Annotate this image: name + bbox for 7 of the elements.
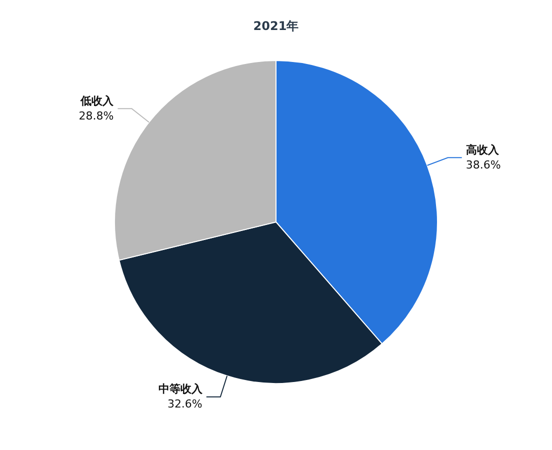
slice-label: 低收入 [80, 94, 115, 108]
chart-title: 2021年 [253, 19, 299, 34]
slice-label: 中等收入 [158, 382, 204, 396]
slice-label: 高收入 [466, 144, 500, 157]
data-label: 32.6% [167, 398, 202, 411]
data-label: 28.8% [78, 109, 114, 122]
data-label: 38.6% [466, 158, 501, 172]
